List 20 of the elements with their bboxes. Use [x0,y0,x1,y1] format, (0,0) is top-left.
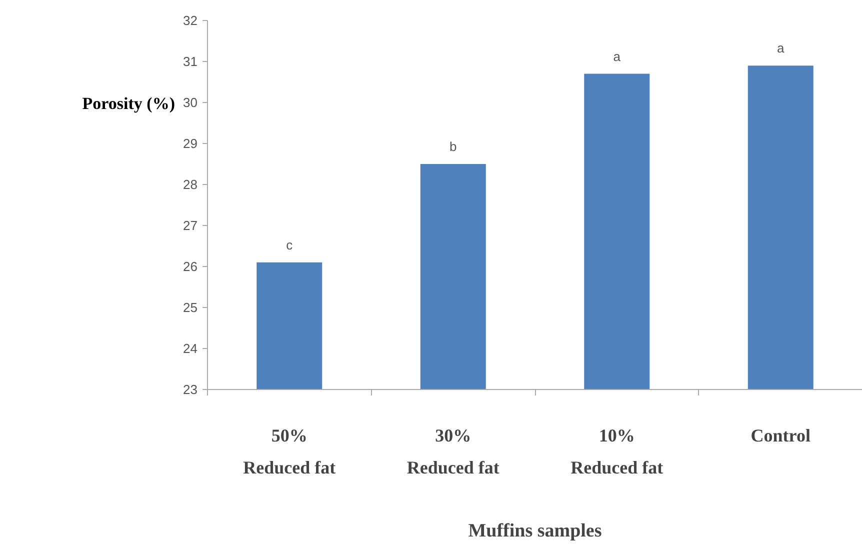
annotation: a [613,48,622,64]
x-tick-label: 50% Reduced fat [243,426,336,478]
x-axis-title: Muffins samples [468,520,602,542]
y-tick-label: 25 [183,300,198,315]
y-tick-label: 23 [183,382,198,397]
y-tick-label: 31 [183,54,198,69]
y-tick-label: 26 [183,259,198,274]
y-tick-label: 24 [183,341,198,356]
y-tick-label: 27 [183,218,198,233]
annotation: c [286,237,294,252]
y-axis-title: Porosity (%) [82,93,175,115]
y-tick-label: 28 [183,177,198,192]
x-tick-label: 10% Reduced fat [570,426,664,478]
x-tick-label: 30% Reduced fat [406,426,500,478]
y-tick-label: 32 [183,13,198,28]
annotation: a [777,40,786,56]
x-tick-label: Control [750,426,810,446]
annotation: b [450,139,457,154]
y-tick-label: 30 [183,95,198,110]
y-tick-label: 29 [183,136,198,151]
